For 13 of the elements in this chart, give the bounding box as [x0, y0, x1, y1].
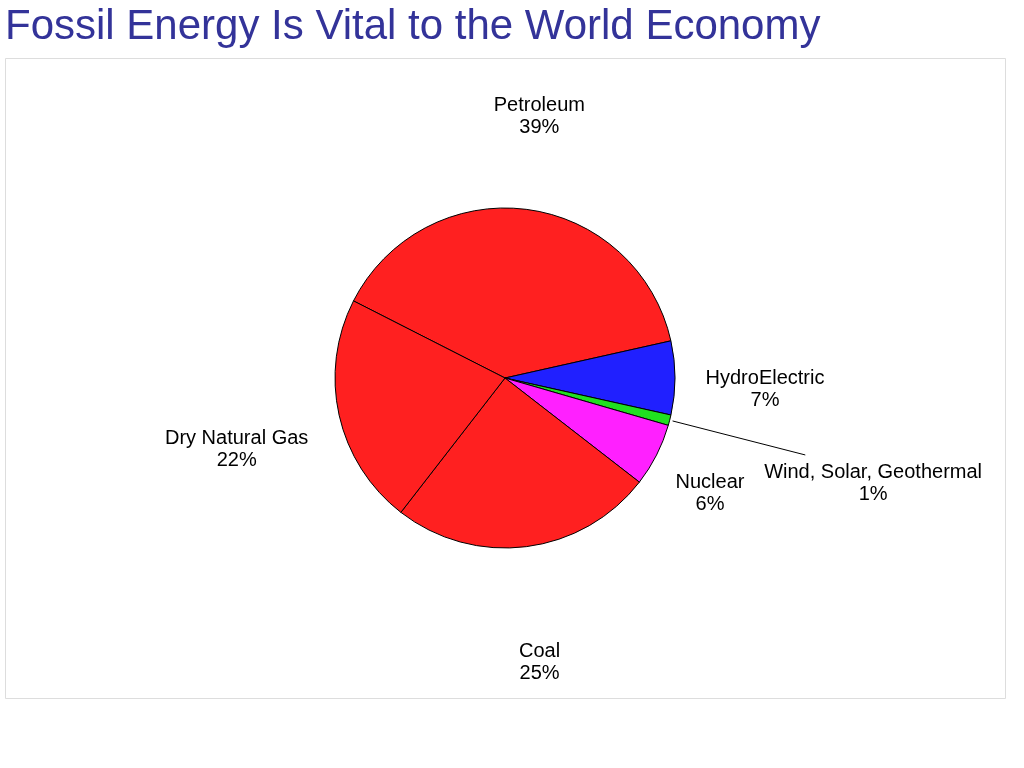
slice-label: HydroElectric [705, 365, 825, 388]
slice-label: Petroleum [493, 93, 585, 116]
slice-label: Nuclear [675, 470, 745, 493]
slice-label: Wind, Solar, Geothermal [764, 460, 983, 483]
data-label: 22% [216, 448, 257, 471]
chart-title: Fossil Energy Is Vital to the World Economy [5, 1, 821, 48]
data-label: 25% [519, 660, 560, 683]
data-label: 1% [858, 482, 888, 505]
data-label: 7% [750, 387, 780, 410]
data-label: 39% [519, 115, 560, 138]
slice-label: Coal [519, 638, 561, 661]
slice-label: Dry Natural Gas [164, 426, 309, 449]
data-label: 6% [695, 492, 725, 515]
